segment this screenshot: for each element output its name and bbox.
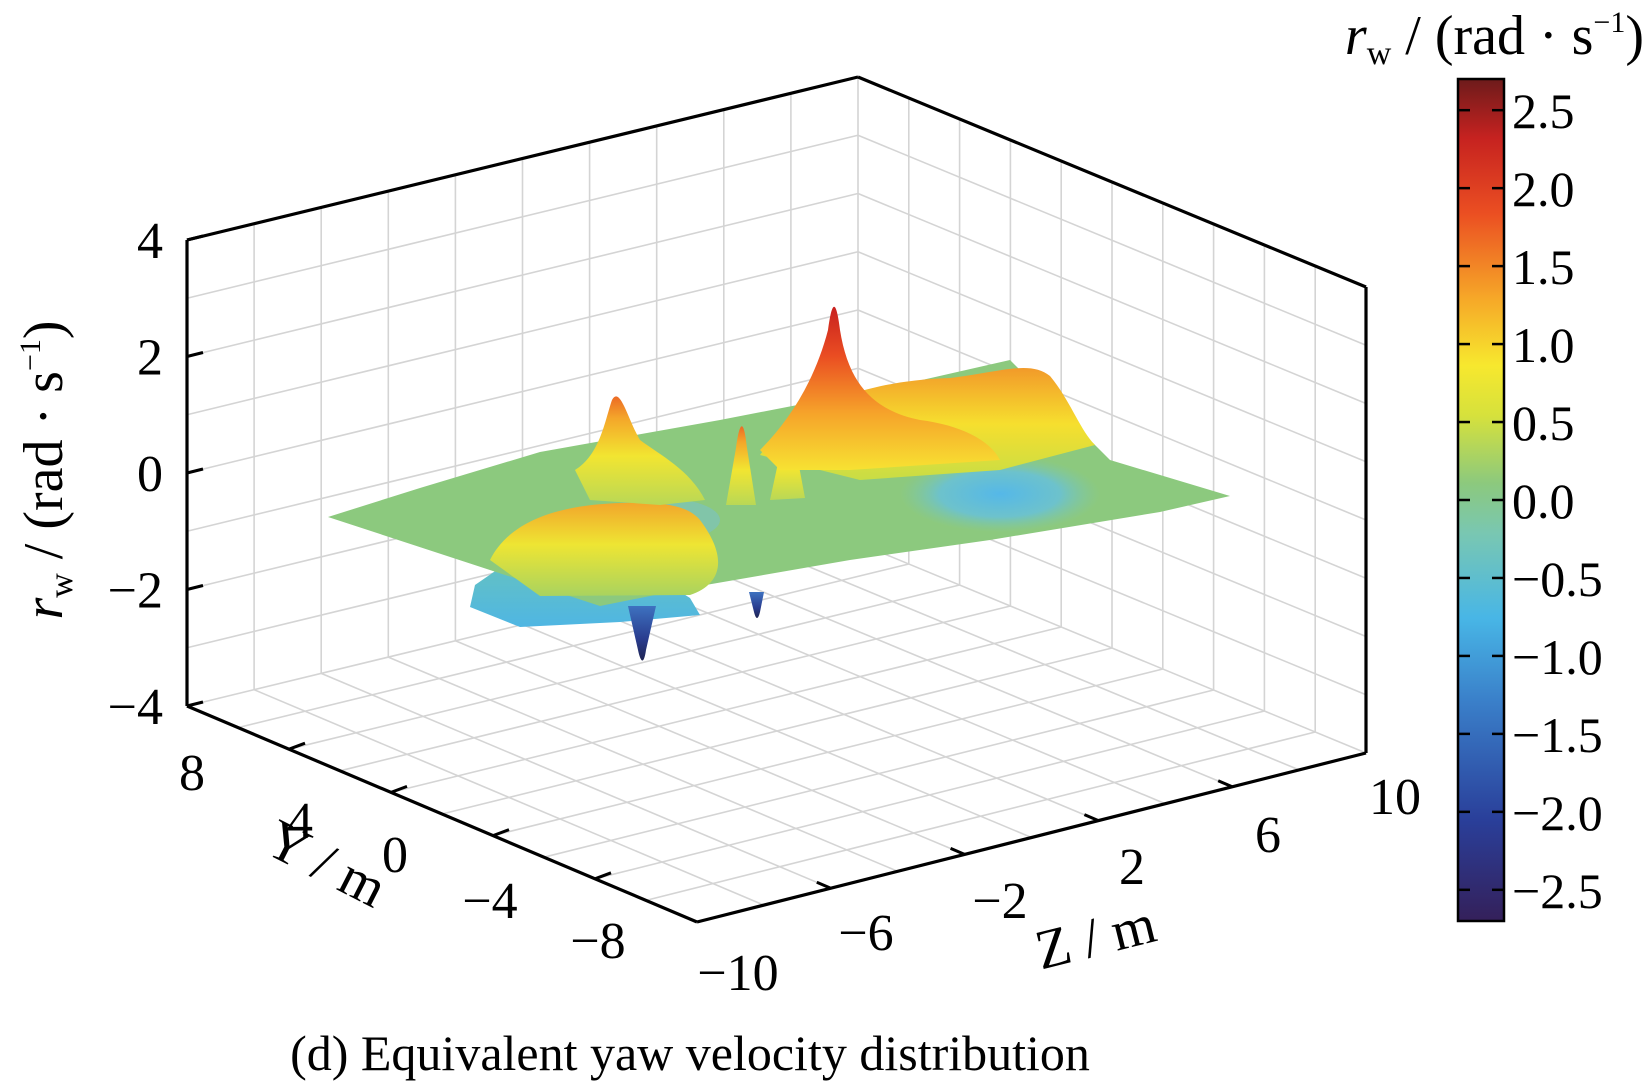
z-tick-label: −4 [108, 679, 163, 736]
z-tick-marks [186, 234, 204, 708]
grid-line [390, 626, 1062, 794]
z-tick-labels: 4 2 0 −2 −4 [108, 213, 163, 736]
x-tick-label: 2 [1119, 839, 1145, 896]
y-tick-label: −4 [462, 873, 517, 930]
x-tick-label: −6 [838, 905, 893, 962]
y-tick-label: 8 [179, 745, 205, 802]
front-tick-marks [288, 741, 1233, 890]
z-tick-label: 4 [137, 213, 163, 270]
colorbar-tick-label: 2.0 [1512, 161, 1575, 217]
z-tick [186, 351, 204, 358]
colorbar-tick-label: 0.5 [1512, 395, 1575, 451]
colorbar-tick-label: −2.0 [1512, 785, 1603, 841]
z-axis-label: rw / (rad · s−1) [13, 320, 80, 619]
colorbar-tick-label: −2.5 [1512, 863, 1603, 919]
grid-line [645, 731, 1316, 902]
surface [328, 306, 1230, 661]
x-tick [816, 880, 832, 890]
y-tick [390, 784, 408, 794]
z-tick [186, 584, 204, 591]
colorbar-tick-label: −1.5 [1512, 707, 1603, 763]
y-tick [594, 871, 612, 881]
grid-line [441, 647, 1113, 815]
grid-line [594, 710, 1265, 880]
y-axis-label: Y / m [256, 808, 396, 920]
x-axis-label: Z / m [1029, 893, 1162, 983]
x-tick-labels: −10 −6 −2 2 6 10 [697, 769, 1421, 1002]
grid-line [492, 668, 1163, 837]
x-tick [1217, 779, 1233, 789]
z-tick-label: −2 [108, 563, 163, 620]
x-tick-label: 6 [1255, 807, 1281, 864]
surface-front-plateau [490, 502, 719, 596]
colorbar-ticks: 2.5 2.0 1.5 1.0 0.5 0.0 −0.5 −1.0 −1.5 −2.0 −2.5 [1458, 83, 1603, 919]
grid-line [543, 689, 1214, 858]
x-tick-label: 10 [1369, 769, 1421, 826]
surface-spike-a [726, 426, 756, 505]
colorbar-title: rw / (rad · s−1) [1345, 5, 1644, 72]
colorbar-tick-label: 2.5 [1512, 83, 1575, 139]
surface-small-dip [749, 592, 764, 618]
box-frame [185, 75, 1368, 924]
z-tick-label: 2 [137, 330, 163, 387]
z-tick [186, 467, 204, 475]
surface-blue-basin [900, 456, 1100, 532]
grid-line [339, 605, 1011, 772]
colorbar-tick-label: 1.0 [1512, 317, 1575, 373]
colorbar: 2.5 2.0 1.5 1.0 0.5 0.0 −0.5 −1.0 −1.5 −2.0 −2.5 r… [1345, 5, 1644, 923]
y-tick-label: 4 [287, 793, 313, 850]
y-tick [288, 741, 306, 751]
x-tick-label: −2 [972, 873, 1027, 930]
x-tick [950, 847, 966, 856]
colorbar-tick-label: −1.0 [1512, 629, 1603, 685]
surface-deep-spike [628, 606, 656, 661]
y-tick [492, 828, 510, 838]
z-tick-label: 0 [137, 446, 163, 503]
y-tick-label: 0 [382, 827, 408, 884]
grid-line [288, 584, 960, 750]
z-tick [186, 234, 204, 242]
surface-main-peak [760, 306, 1000, 470]
colorbar-tick-label: 1.5 [1512, 239, 1575, 295]
y-tick-labels: 8 4 0 −4 −8 [179, 745, 626, 970]
x-tick-label: −10 [697, 945, 778, 1002]
x-tick [1083, 813, 1099, 822]
grid-line [237, 563, 909, 729]
z-tick [186, 700, 204, 708]
surface-left-peak [575, 396, 705, 505]
y-tick-label: −8 [570, 913, 625, 970]
colorbar-tick-label: −0.5 [1512, 551, 1603, 607]
colorbar-tick-label: 0.0 [1512, 473, 1575, 529]
figure-caption: (d) Equivalent yaw velocity distribution [290, 1025, 1090, 1081]
